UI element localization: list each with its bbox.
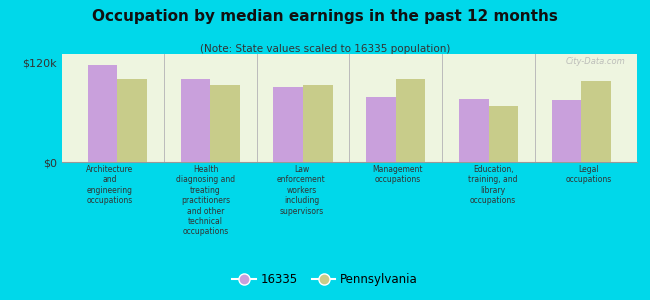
Text: Education,
training, and
library
occupations: Education, training, and library occupat… — [469, 165, 518, 205]
Bar — [210, 85, 240, 162]
Bar — [366, 97, 396, 162]
Bar — [273, 87, 303, 162]
Text: Management
occupations: Management occupations — [372, 165, 422, 184]
Bar — [489, 106, 518, 162]
Bar — [303, 85, 333, 162]
Bar — [459, 99, 489, 162]
Text: Architecture
and
engineering
occupations: Architecture and engineering occupations — [86, 165, 133, 205]
Legend: 16335, Pennsylvania: 16335, Pennsylvania — [227, 269, 422, 291]
Bar — [581, 81, 611, 162]
Bar — [88, 65, 118, 162]
Bar — [118, 79, 147, 162]
Text: Occupation by median earnings in the past 12 months: Occupation by median earnings in the pas… — [92, 9, 558, 24]
Bar — [181, 79, 210, 162]
Text: City-Data.com: City-Data.com — [566, 57, 625, 66]
Text: Law
enforcement
workers
including
supervisors: Law enforcement workers including superv… — [277, 165, 326, 216]
Text: Legal
occupations: Legal occupations — [566, 165, 612, 184]
Text: Health
diagnosing and
treating
practitioners
and other
technical
occupations: Health diagnosing and treating practitio… — [176, 165, 235, 236]
Bar — [552, 100, 581, 162]
Bar — [396, 79, 426, 162]
Text: (Note: State values scaled to 16335 population): (Note: State values scaled to 16335 popu… — [200, 44, 450, 53]
